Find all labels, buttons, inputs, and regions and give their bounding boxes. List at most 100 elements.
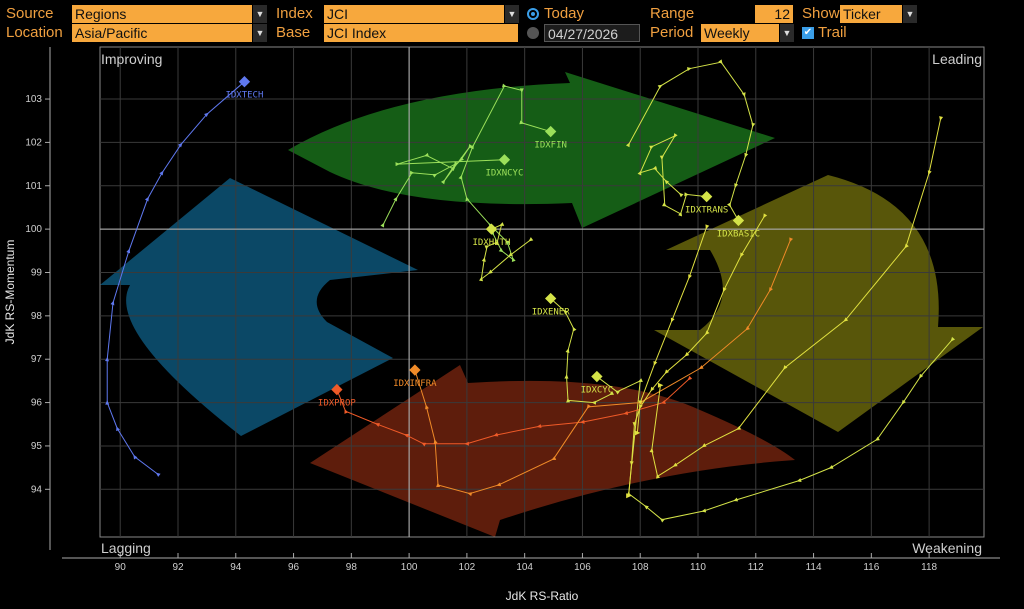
trail-line <box>636 226 708 433</box>
trail-point <box>657 84 663 89</box>
source-field[interactable]: Regions <box>72 5 252 23</box>
trail-idxbasic: IDXBASIC <box>625 59 760 239</box>
trail-point <box>657 382 664 388</box>
y-tick-label: 100 <box>25 224 42 235</box>
trail-point <box>566 397 571 403</box>
trail-checkbox[interactable]: ✔ <box>802 27 814 39</box>
show-label: Show <box>802 5 840 22</box>
current-position-marker <box>701 190 713 203</box>
gridlines <box>100 47 984 537</box>
source-dropdown-icon[interactable]: ▼ <box>252 5 267 23</box>
index-label: Index <box>276 5 313 22</box>
trail-point <box>684 352 690 357</box>
trail-point <box>904 243 909 249</box>
today-radio[interactable] <box>527 8 539 20</box>
trail-line <box>106 81 245 475</box>
ticker-label: IDXCYC <box>581 386 614 396</box>
trail-point <box>464 441 469 446</box>
trail-point <box>481 257 486 262</box>
y-tick-label: 99 <box>31 267 43 278</box>
trail-point <box>564 374 569 379</box>
period-field[interactable]: Weekly <box>701 24 779 42</box>
show-field[interactable]: Ticker <box>840 5 902 23</box>
trail-point <box>591 400 597 405</box>
trail-idxncyc: IDXNCYC <box>380 143 523 228</box>
trail-point <box>653 360 658 366</box>
trail-point <box>494 239 499 245</box>
quadrant-label-lagging: Lagging <box>101 540 151 556</box>
trail-point <box>919 373 924 379</box>
trail-point <box>705 224 710 230</box>
ticker-label: IDXPROP <box>318 399 357 409</box>
trail-point <box>796 478 802 482</box>
x-tick-label: 104 <box>516 562 533 573</box>
trail-point <box>828 465 834 469</box>
trail-point <box>644 505 649 510</box>
trail-point <box>722 287 727 293</box>
ticker-label: IDXFIN <box>534 141 567 151</box>
period-dropdown-icon[interactable]: ▼ <box>779 24 794 42</box>
quadrant-label-improving: Improving <box>101 51 162 67</box>
trail-point <box>659 518 665 523</box>
trail-point <box>672 462 678 467</box>
trail-point <box>528 237 534 242</box>
quadrant-label-leading: Leading <box>932 51 982 67</box>
y-tick-label: 96 <box>31 398 43 409</box>
trail-point <box>625 142 630 148</box>
trail-point <box>375 423 380 427</box>
trail-point <box>768 287 773 292</box>
y-tick-label: 95 <box>31 441 43 452</box>
trail-point <box>634 430 641 436</box>
trail-point <box>519 120 525 125</box>
range-field[interactable]: 12 <box>755 5 793 23</box>
trail-point <box>649 447 654 453</box>
trail-point <box>662 202 667 207</box>
trail-point <box>409 170 415 175</box>
location-dropdown-icon[interactable]: ▼ <box>252 24 267 42</box>
quadrant-shapes <box>100 72 983 537</box>
trail-point <box>511 257 516 263</box>
index-field[interactable]: JCI <box>324 5 504 23</box>
trail-point <box>649 145 655 150</box>
trail-point <box>687 375 693 381</box>
location-field[interactable]: Asia/Pacific <box>72 24 252 42</box>
trail-point <box>496 482 502 487</box>
base-field[interactable]: JCI Index <box>324 24 518 42</box>
trail-point <box>664 369 670 375</box>
trail-point <box>701 508 707 513</box>
trail-point <box>701 443 707 448</box>
current-position-marker <box>545 292 557 305</box>
x-tick-label: 96 <box>288 562 300 573</box>
trail-point <box>874 436 880 441</box>
trail-idxener: IDXENER <box>532 292 615 405</box>
x-tick-label: 90 <box>115 562 127 573</box>
trail-point <box>178 142 183 148</box>
trail-point <box>519 88 524 93</box>
trail-point <box>425 404 429 410</box>
index-dropdown-icon[interactable]: ▼ <box>504 5 519 23</box>
trail-point <box>678 211 683 217</box>
trail-point <box>110 300 115 306</box>
trail-point <box>673 133 678 139</box>
trail-point <box>843 317 849 322</box>
trail-line <box>336 378 690 445</box>
trail-point <box>637 170 642 176</box>
trail-point <box>718 59 723 65</box>
trail-point <box>684 192 689 197</box>
trail-point <box>488 269 493 274</box>
ticker-label: IDXBASIC <box>717 229 760 239</box>
date-radio[interactable] <box>527 27 539 39</box>
trail-point <box>678 192 684 198</box>
x-tick-label: 118 <box>921 562 937 573</box>
trail-point <box>144 196 149 202</box>
trail-point <box>698 365 704 370</box>
date-field[interactable]: 04/27/2026 <box>544 24 640 42</box>
x-tick-label: 110 <box>690 562 706 573</box>
trail-point <box>783 365 788 370</box>
show-dropdown-icon[interactable]: ▼ <box>902 5 917 23</box>
x-tick-label: 102 <box>459 562 476 573</box>
trail-idxfin: IDXFIN <box>458 83 567 263</box>
trail-point <box>927 170 932 176</box>
trail-point <box>688 274 692 280</box>
